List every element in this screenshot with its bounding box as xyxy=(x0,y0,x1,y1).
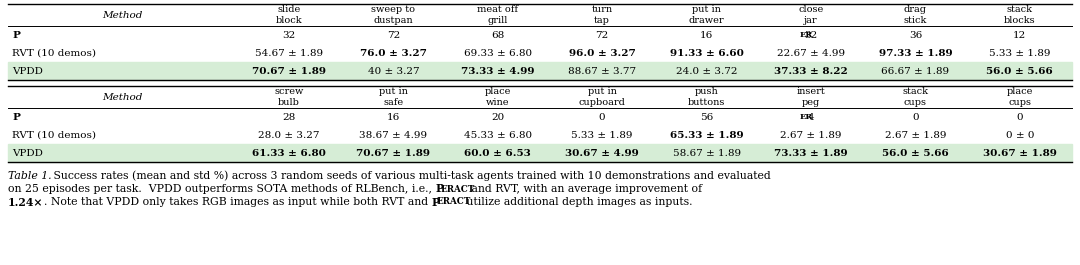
Text: 28: 28 xyxy=(282,113,296,121)
Text: 91.33 ± 6.60: 91.33 ± 6.60 xyxy=(670,48,743,58)
Text: P: P xyxy=(435,183,444,195)
Text: insert
peg: insert peg xyxy=(797,87,825,107)
Text: 32: 32 xyxy=(282,30,296,39)
Text: 4: 4 xyxy=(808,113,814,121)
Text: 32: 32 xyxy=(805,30,818,39)
Text: utilize additional depth images as inputs.: utilize additional depth images as input… xyxy=(463,197,692,207)
Text: 0 ± 0: 0 ± 0 xyxy=(1005,130,1034,139)
Text: 65.33 ± 1.89: 65.33 ± 1.89 xyxy=(670,130,743,139)
Text: put in
cupboard: put in cupboard xyxy=(579,87,625,107)
Text: 66.67 ± 1.89: 66.67 ± 1.89 xyxy=(881,67,949,76)
Text: 56: 56 xyxy=(700,113,713,121)
Text: Success rates (mean and std %) across 3 random seeds of various multi-task agent: Success rates (mean and std %) across 3 … xyxy=(50,171,771,181)
Text: place
cups: place cups xyxy=(1007,87,1032,107)
Text: 5.33 ± 1.89: 5.33 ± 1.89 xyxy=(989,48,1051,58)
Text: 61.33 ± 6.80: 61.33 ± 6.80 xyxy=(252,148,326,157)
Text: . Note that VPDD only takes RGB images as input while both RVT and: . Note that VPDD only takes RGB images a… xyxy=(43,197,431,207)
Text: 58.67 ± 1.89: 58.67 ± 1.89 xyxy=(673,148,741,157)
Text: 22.67 ± 4.99: 22.67 ± 4.99 xyxy=(777,48,845,58)
Text: 72: 72 xyxy=(387,30,400,39)
Text: 88.67 ± 3.77: 88.67 ± 3.77 xyxy=(568,67,636,76)
Text: 36: 36 xyxy=(908,30,922,39)
Text: ER: ER xyxy=(799,113,813,121)
Text: put in
safe: put in safe xyxy=(379,87,408,107)
Text: 45.33 ± 6.80: 45.33 ± 6.80 xyxy=(463,130,531,139)
Text: 2.67 ± 1.89: 2.67 ± 1.89 xyxy=(885,130,946,139)
Text: push
buttons: push buttons xyxy=(688,87,726,107)
Text: 38.67 ± 4.99: 38.67 ± 4.99 xyxy=(360,130,428,139)
Text: Method: Method xyxy=(103,92,143,101)
Text: 69.33 ± 6.80: 69.33 ± 6.80 xyxy=(463,48,531,58)
Text: put in
drawer: put in drawer xyxy=(689,5,725,25)
Text: place
wine: place wine xyxy=(485,87,511,107)
Text: 28.0 ± 3.27: 28.0 ± 3.27 xyxy=(258,130,320,139)
Text: VPDD: VPDD xyxy=(12,148,43,157)
Text: on 25 episodes per task.  VPDD outperforms SOTA methods of RLBench, i.e.,: on 25 episodes per task. VPDD outperform… xyxy=(8,184,435,194)
Text: 56.0 ± 5.66: 56.0 ± 5.66 xyxy=(986,67,1053,76)
Text: ERACT: ERACT xyxy=(441,184,475,193)
Text: screw
bulb: screw bulb xyxy=(274,87,303,107)
Text: 76.0 ± 3.27: 76.0 ± 3.27 xyxy=(360,48,427,58)
Text: close
jar: close jar xyxy=(798,5,824,25)
Text: 1.24×: 1.24× xyxy=(8,197,43,207)
Text: 70.67 ± 1.89: 70.67 ± 1.89 xyxy=(356,148,430,157)
Text: turn
tap: turn tap xyxy=(592,5,612,25)
Text: 30.67 ± 4.99: 30.67 ± 4.99 xyxy=(565,148,639,157)
Text: 16: 16 xyxy=(387,113,400,121)
Text: Method: Method xyxy=(103,11,143,20)
Text: Table 1.: Table 1. xyxy=(8,171,52,181)
Text: 16: 16 xyxy=(700,30,713,39)
Text: 0: 0 xyxy=(913,113,919,121)
Text: P: P xyxy=(12,113,19,121)
Text: drag
stick: drag stick xyxy=(904,5,927,25)
Text: P: P xyxy=(12,30,19,39)
Text: 68: 68 xyxy=(491,30,504,39)
Text: 0: 0 xyxy=(599,113,606,121)
Text: and RVT, with an average improvement of: and RVT, with an average improvement of xyxy=(468,184,702,194)
Text: ER: ER xyxy=(799,31,813,39)
Bar xyxy=(8,62,1072,80)
Text: RVT (10 demos): RVT (10 demos) xyxy=(12,130,99,139)
Text: 2.67 ± 1.89: 2.67 ± 1.89 xyxy=(780,130,841,139)
Text: 30.67 ± 1.89: 30.67 ± 1.89 xyxy=(983,148,1056,157)
Text: 97.33 ± 1.89: 97.33 ± 1.89 xyxy=(878,48,953,58)
Text: 60.0 ± 6.53: 60.0 ± 6.53 xyxy=(464,148,531,157)
Text: ERACT: ERACT xyxy=(436,197,471,206)
Text: VPDD: VPDD xyxy=(12,67,43,76)
Text: RVT (10 demos): RVT (10 demos) xyxy=(12,48,99,58)
Text: stack
cups: stack cups xyxy=(903,87,929,107)
Text: 73.33 ± 4.99: 73.33 ± 4.99 xyxy=(461,67,535,76)
Text: 40 ± 3.27: 40 ± 3.27 xyxy=(367,67,419,76)
Text: 20: 20 xyxy=(491,113,504,121)
Text: 0: 0 xyxy=(1016,113,1023,121)
Text: 70.67 ± 1.89: 70.67 ± 1.89 xyxy=(252,67,326,76)
Text: 72: 72 xyxy=(595,30,609,39)
Text: meat off
grill: meat off grill xyxy=(477,5,518,25)
Text: 54.67 ± 1.89: 54.67 ± 1.89 xyxy=(255,48,323,58)
Text: 24.0 ± 3.72: 24.0 ± 3.72 xyxy=(676,67,738,76)
Text: 73.33 ± 1.89: 73.33 ± 1.89 xyxy=(774,148,848,157)
Text: P: P xyxy=(431,197,440,207)
Text: slide
block: slide block xyxy=(275,5,302,25)
Text: 12: 12 xyxy=(1013,30,1026,39)
Text: sweep to
dustpan: sweep to dustpan xyxy=(372,5,416,25)
Text: stack
blocks: stack blocks xyxy=(1004,5,1036,25)
Text: 96.0 ± 3.27: 96.0 ± 3.27 xyxy=(569,48,635,58)
Text: 56.0 ± 5.66: 56.0 ± 5.66 xyxy=(882,148,948,157)
Bar xyxy=(8,144,1072,162)
Text: 37.33 ± 8.22: 37.33 ± 8.22 xyxy=(774,67,848,76)
Text: 5.33 ± 1.89: 5.33 ± 1.89 xyxy=(571,130,633,139)
